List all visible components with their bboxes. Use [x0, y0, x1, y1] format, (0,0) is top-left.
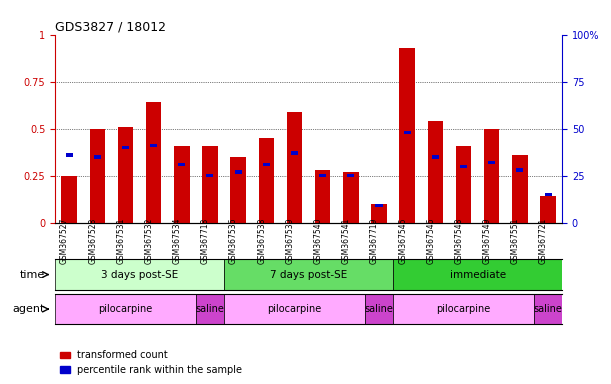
Bar [488, 161, 495, 164]
Bar [428, 121, 443, 223]
Bar [291, 151, 298, 155]
Bar [235, 170, 241, 174]
Bar [376, 204, 382, 207]
Bar [202, 146, 218, 223]
Text: GSM367532: GSM367532 [145, 218, 153, 264]
Bar [540, 196, 556, 223]
Text: immediate: immediate [450, 270, 506, 280]
Text: saline: saline [533, 304, 563, 314]
Text: pilocarpine: pilocarpine [268, 304, 321, 314]
Text: GSM367549: GSM367549 [483, 218, 492, 264]
Bar [319, 174, 326, 177]
Text: GSM367531: GSM367531 [117, 218, 125, 264]
Text: 3 days post-SE: 3 days post-SE [101, 270, 178, 280]
Bar [460, 165, 467, 168]
Text: GSM367528: GSM367528 [88, 218, 97, 264]
Bar [55, 294, 196, 324]
Bar [55, 259, 224, 290]
Bar [315, 170, 331, 223]
Text: GSM367536: GSM367536 [229, 218, 238, 264]
Bar [287, 112, 302, 223]
Bar [400, 48, 415, 223]
Bar [347, 174, 354, 177]
Bar [544, 193, 552, 196]
Bar [224, 259, 393, 290]
Text: GSM367548: GSM367548 [455, 218, 464, 264]
Text: 7 days post-SE: 7 days post-SE [270, 270, 347, 280]
Bar [122, 146, 129, 149]
Text: time: time [20, 270, 45, 280]
Bar [456, 146, 471, 223]
Text: GSM367718: GSM367718 [201, 218, 210, 264]
Text: GDS3827 / 18012: GDS3827 / 18012 [55, 20, 166, 33]
Bar [178, 163, 185, 166]
Text: GSM367719: GSM367719 [370, 218, 379, 264]
Bar [516, 168, 524, 172]
Bar [512, 155, 528, 223]
Text: GSM367538: GSM367538 [257, 218, 266, 264]
Bar [89, 129, 105, 223]
Text: agent: agent [12, 304, 45, 314]
Text: GSM367534: GSM367534 [173, 218, 181, 264]
Text: GSM367721: GSM367721 [539, 218, 548, 264]
Bar [146, 102, 161, 223]
Bar [61, 176, 77, 223]
Bar [404, 131, 411, 134]
Text: GSM367539: GSM367539 [285, 218, 295, 264]
Text: GSM367541: GSM367541 [342, 218, 351, 264]
Bar [93, 155, 101, 159]
Bar [224, 294, 365, 324]
Bar [343, 172, 359, 223]
Legend: transformed count, percentile rank within the sample: transformed count, percentile rank withi… [60, 351, 243, 375]
Bar [258, 138, 274, 223]
Text: GSM367546: GSM367546 [426, 218, 435, 264]
Bar [230, 157, 246, 223]
Text: GSM367540: GSM367540 [313, 218, 323, 264]
Bar [118, 127, 133, 223]
Bar [207, 174, 213, 177]
Bar [484, 129, 499, 223]
Bar [174, 146, 189, 223]
Text: GSM367551: GSM367551 [511, 218, 520, 264]
Text: GSM367545: GSM367545 [398, 218, 407, 264]
Bar [196, 294, 224, 324]
Bar [393, 259, 562, 290]
Bar [65, 153, 73, 157]
Text: pilocarpine: pilocarpine [98, 304, 153, 314]
Bar [393, 294, 534, 324]
Bar [371, 204, 387, 223]
Text: pilocarpine: pilocarpine [436, 304, 491, 314]
Text: GSM367527: GSM367527 [60, 218, 69, 264]
Text: saline: saline [196, 304, 224, 314]
Bar [534, 294, 562, 324]
Bar [150, 144, 157, 147]
Bar [432, 155, 439, 159]
Bar [263, 163, 270, 166]
Text: saline: saline [365, 304, 393, 314]
Bar [365, 294, 393, 324]
